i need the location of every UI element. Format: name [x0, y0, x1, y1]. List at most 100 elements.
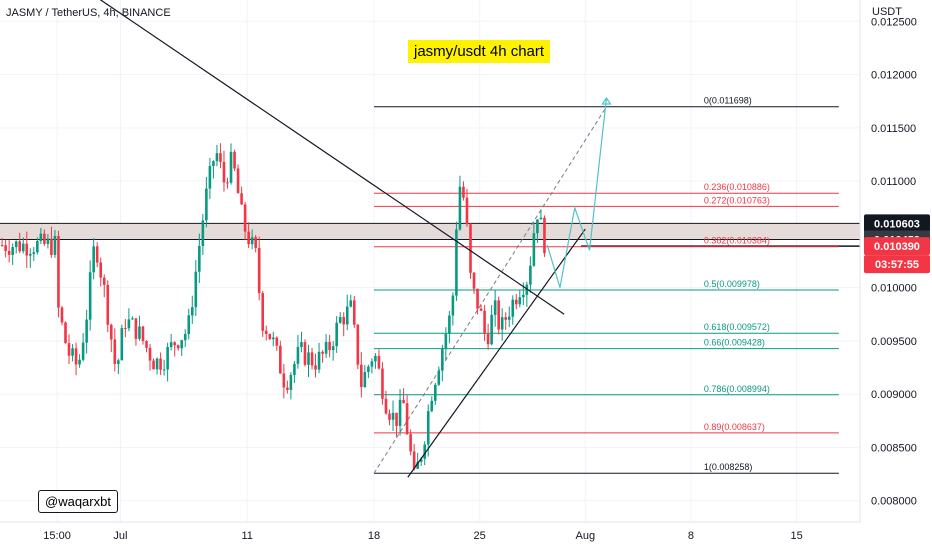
candle-body [64, 322, 67, 344]
price-tick-label: 0.011500 [871, 123, 916, 135]
candle-body [60, 307, 64, 323]
candle-body [53, 236, 57, 255]
candle-body [120, 328, 124, 361]
candle-body [78, 359, 81, 365]
candle-body [293, 363, 296, 375]
candle-body [148, 347, 152, 361]
price-tick-label: 0.009500 [871, 336, 917, 348]
candle-body [514, 299, 518, 305]
candle-body [32, 252, 36, 254]
candle-body [215, 153, 219, 162]
candle-body [271, 337, 275, 340]
candle-body [402, 399, 405, 404]
candle-body [250, 237, 254, 245]
candle-body [388, 413, 391, 420]
candle-body [416, 461, 419, 469]
candle-body [525, 284, 529, 295]
candle-body [36, 240, 39, 253]
candle-body [289, 374, 293, 390]
candle-body [166, 347, 169, 370]
candle-body [282, 373, 286, 388]
candle-body [152, 360, 155, 370]
time-tick-label: 18 [368, 530, 380, 542]
candle-body [173, 342, 176, 346]
candle-body [303, 342, 307, 365]
candle-body [328, 341, 331, 351]
fib-label-0.272: 0.272(0.010763) [704, 195, 770, 205]
fib-label-0.89: 0.89(0.008637) [704, 422, 765, 432]
candlesticks [0, 143, 546, 471]
candle-body [240, 193, 243, 205]
candle-body [451, 295, 455, 316]
candle-body [102, 277, 106, 285]
candle-body [536, 219, 539, 234]
candle-body [7, 251, 11, 255]
candle-body [405, 403, 409, 435]
candle-body [247, 231, 250, 245]
symbol-title: JASMY / TetherUS, 4h, BINANCE [6, 7, 171, 19]
price-tick-label: 0.012500 [871, 16, 917, 28]
candle-body [374, 355, 377, 362]
candle-body [236, 168, 240, 194]
candle-body [342, 317, 346, 325]
candle-body [507, 316, 511, 320]
time-tick-label: Aug [576, 530, 596, 542]
candle-body [99, 262, 103, 278]
candle-body [88, 272, 92, 320]
candle-body [377, 355, 381, 369]
candle-body [11, 247, 14, 255]
candle-body [391, 412, 395, 420]
candle-body [448, 315, 451, 334]
fib-label-0.236: 0.236(0.010886) [704, 182, 770, 192]
time-tick-label: 8 [688, 530, 694, 542]
candle-body [511, 299, 515, 317]
candle-body [39, 233, 43, 241]
candle-body [254, 237, 257, 248]
candle-body [522, 294, 525, 298]
time-tick-label: 15 [790, 530, 802, 542]
candle-body [444, 333, 448, 349]
candle-body [412, 451, 416, 469]
candle-body [370, 361, 374, 367]
fib-label-1: 1(0.008258) [704, 462, 753, 472]
candle-body [219, 153, 222, 162]
candle-body [183, 334, 187, 341]
candle-body [43, 233, 46, 244]
candle-body [352, 300, 356, 325]
candle-body [155, 358, 159, 370]
candle-body [349, 300, 353, 307]
candle-body [419, 458, 423, 462]
candle-body [71, 348, 74, 356]
candle-body [409, 434, 412, 452]
candle-body [324, 341, 328, 354]
candle-body [138, 326, 141, 339]
candle-body [198, 245, 201, 272]
projection-arrowhead [601, 96, 612, 105]
candle-body [57, 236, 60, 308]
candle-body [74, 348, 78, 365]
candle-body [296, 347, 300, 364]
candle-body [113, 339, 117, 364]
price-tag-bg [864, 214, 930, 233]
candle-body [229, 151, 233, 183]
candle-body [268, 333, 272, 340]
candle-body [441, 348, 444, 371]
candle-body [539, 217, 543, 220]
candle-body [381, 368, 384, 399]
price-tag-bg [864, 255, 930, 274]
candle-body [490, 314, 493, 345]
candle-body [176, 345, 180, 349]
author-watermark: @waqarxbt [38, 490, 118, 513]
time-tick-label: Jul [113, 530, 127, 542]
candle-body [479, 308, 483, 311]
candle-body [159, 358, 162, 370]
candle-body [543, 217, 546, 254]
time-tick-label: 11 [242, 530, 253, 542]
candle-body [472, 272, 476, 289]
trendlines [99, 0, 612, 478]
candle-body [261, 293, 265, 331]
price-tick-label: 0.011000 [871, 176, 916, 188]
candle-body [180, 340, 184, 349]
